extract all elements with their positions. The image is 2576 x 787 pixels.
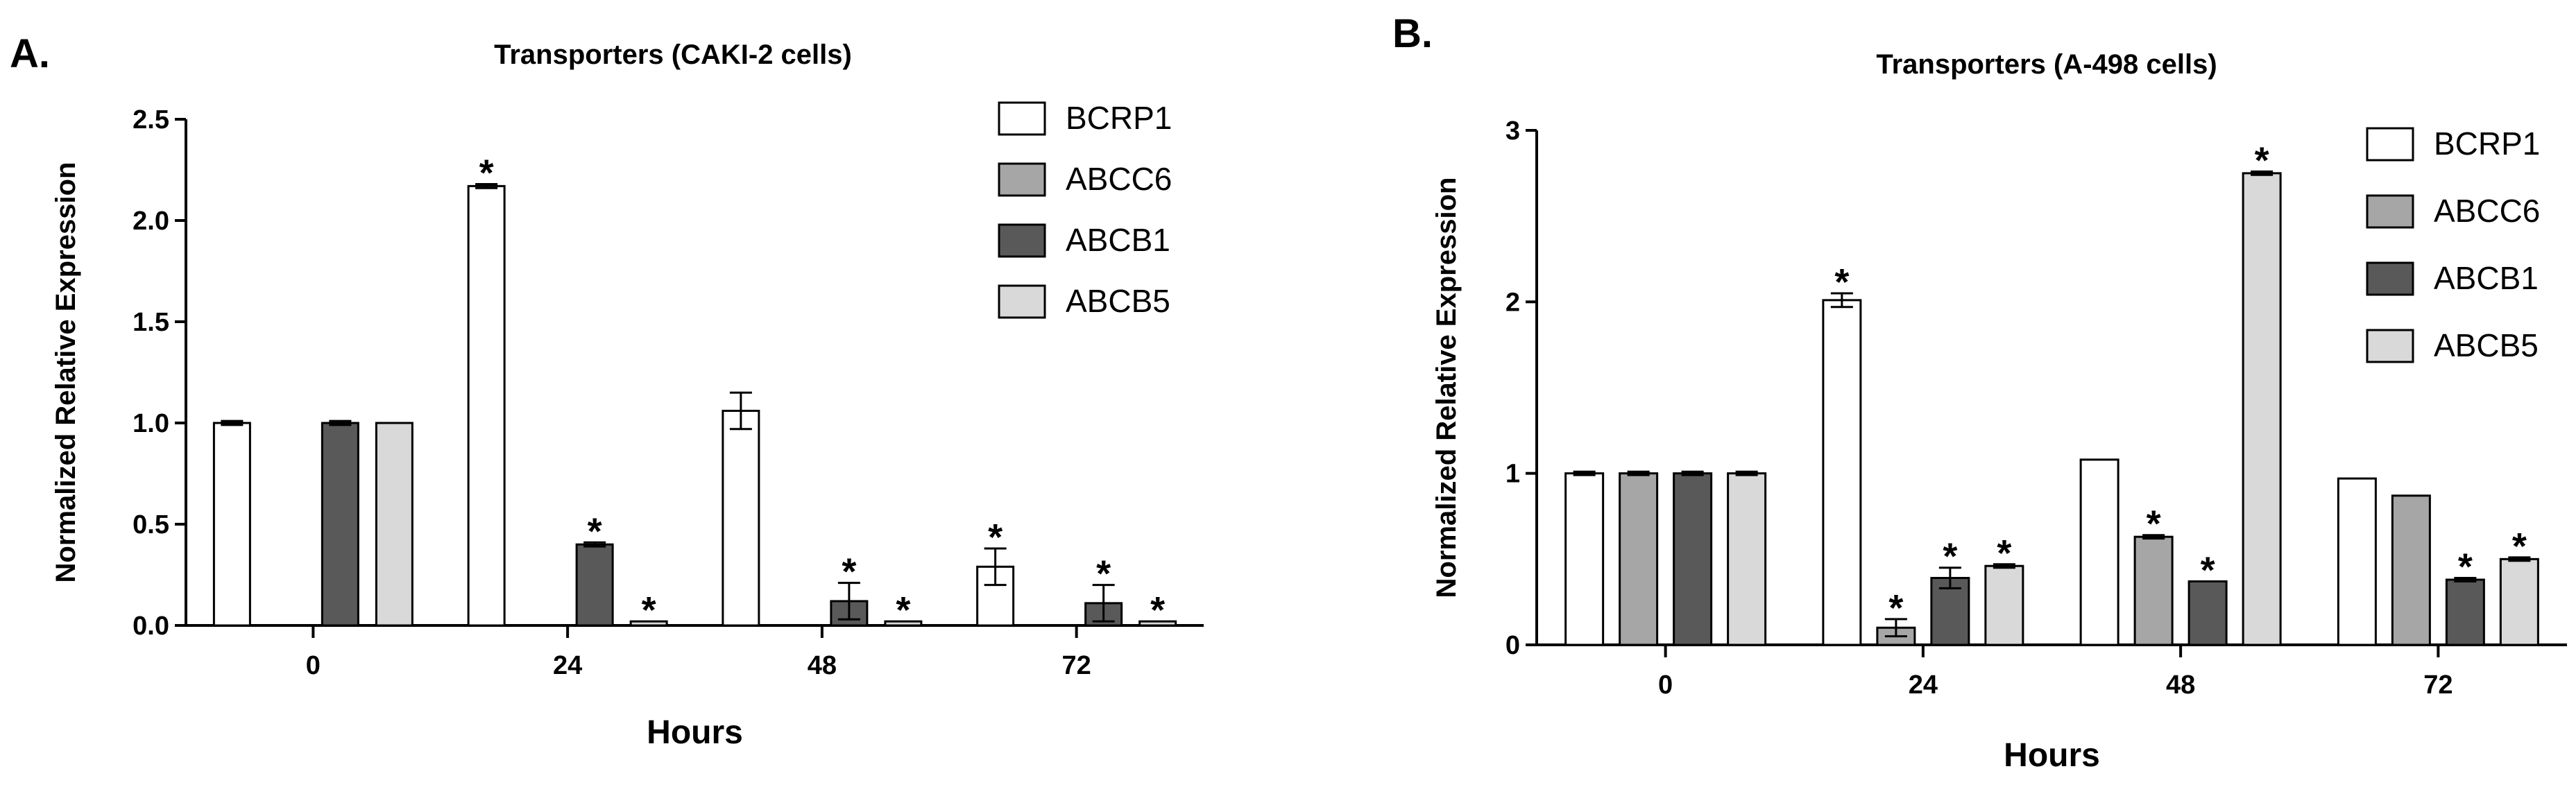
bar-abcc6	[2133, 535, 2174, 646]
x-tick-label: 48	[808, 651, 837, 680]
x-tick-label: 0	[306, 651, 321, 680]
bar-abcb5	[884, 620, 923, 627]
x-tick-label: 0	[1658, 671, 1673, 700]
legend-label: ABCB5	[1066, 283, 1170, 319]
bar-abcb1	[2187, 580, 2228, 646]
bar-abcc6	[1619, 472, 1659, 646]
significance-star: *	[1888, 587, 1903, 629]
y-axis-label: Normalized Relative Expression	[51, 162, 81, 583]
legend-label: BCRP1	[2434, 126, 2540, 162]
legend-swatch-abcc6	[2366, 194, 2414, 229]
legend-label: ABCC6	[1066, 161, 1172, 197]
x-tick-label: 24	[1909, 671, 1938, 700]
legend-label: ABCC6	[2434, 193, 2540, 229]
legend-swatch-bcrp1	[2366, 127, 2414, 162]
x-tick-label: 72	[2423, 671, 2453, 700]
bar-abcb5	[1138, 620, 1177, 627]
bar-abcb1	[321, 422, 359, 627]
y-tick-label: 2	[1505, 288, 1520, 317]
significance-star: *	[588, 510, 602, 552]
significance-star: *	[842, 551, 856, 593]
significance-star: *	[896, 589, 910, 631]
bar-abcb5	[2242, 172, 2282, 646]
significance-star: *	[642, 589, 656, 631]
legend-swatch-abcc6	[998, 162, 1046, 197]
bar-abcb1	[2445, 578, 2485, 646]
legend-swatch-abcb1	[998, 223, 1046, 258]
x-tick-label: 48	[2166, 671, 2195, 700]
significance-star: *	[988, 517, 1003, 558]
x-tick-label: 24	[553, 651, 582, 680]
panel-letter: B.	[1392, 11, 1433, 56]
legend-label: ABCB1	[1066, 222, 1170, 258]
significance-star: *	[1096, 553, 1111, 595]
y-tick-label: 3	[1505, 116, 1520, 146]
bar-bcrp1	[467, 184, 506, 627]
significance-star: *	[479, 152, 494, 193]
bar-bcrp1	[722, 409, 760, 627]
significance-star: *	[1943, 536, 1957, 578]
legend-swatch-abcb5	[2366, 329, 2414, 363]
x-axis-label: Hours	[2004, 737, 2100, 774]
y-tick-label: 1	[1505, 460, 1520, 489]
bar-bcrp1	[1822, 299, 1862, 646]
bar-abcb5	[375, 422, 413, 627]
significance-star: *	[2458, 546, 2473, 588]
bar-bcrp1	[2079, 458, 2119, 646]
bar-abcb5	[1984, 564, 2024, 646]
bar-abcc6	[2391, 494, 2431, 646]
legend-swatch-abcb1	[2366, 261, 2414, 296]
significance-star: *	[2512, 526, 2527, 567]
bar-abcb5	[1727, 472, 1767, 646]
y-tick-label: 2.5	[133, 105, 169, 135]
y-tick-label: 1.0	[133, 409, 169, 438]
chart-title: Transporters (A-498 cells)	[1876, 49, 2217, 80]
y-tick-label: 0.5	[133, 510, 169, 539]
y-axis-label: Normalized Relative Expression	[1431, 178, 1462, 598]
chart-title: Transporters (CAKI-2 cells)	[494, 40, 852, 70]
bar-abcb5	[629, 620, 668, 627]
bar-bcrp1	[212, 422, 251, 627]
x-tick-label: 72	[1061, 651, 1091, 680]
y-tick-label: 2.0	[133, 207, 169, 236]
significance-star: *	[1834, 261, 1849, 303]
y-tick-label: 0.0	[133, 612, 169, 641]
chart-panel-a: A. Transporters (CAKI-2 cells) 0.0 0.5 1.0 1.…	[10, 31, 1204, 751]
chart-panel-b: B. Transporters (A-498 cells) 0 1 2 3 Normaliz…	[1392, 11, 2567, 774]
significance-star: *	[2147, 503, 2161, 545]
bar-abcb1	[575, 543, 614, 627]
significance-star: *	[1997, 533, 2011, 574]
bar-bcrp1	[1564, 472, 1605, 646]
x-axis-label: Hours	[647, 714, 743, 751]
panel-letter: A.	[10, 31, 50, 76]
legend-swatch-bcrp1	[998, 101, 1046, 136]
bar-abcb5	[2499, 557, 2539, 646]
y-tick-label: 1.5	[133, 308, 169, 337]
significance-star: *	[2201, 549, 2215, 591]
bar-abcb1	[1673, 472, 1713, 646]
legend-label: ABCB5	[2434, 327, 2539, 363]
legend-label: BCRP1	[1066, 100, 1172, 136]
legend-swatch-abcb5	[998, 284, 1046, 319]
significance-star: *	[2255, 139, 2269, 181]
significance-star: *	[1150, 589, 1165, 631]
legend-label: ABCB1	[2434, 260, 2539, 296]
y-tick-label: 0	[1505, 631, 1520, 660]
bar-bcrp1	[2337, 477, 2377, 646]
